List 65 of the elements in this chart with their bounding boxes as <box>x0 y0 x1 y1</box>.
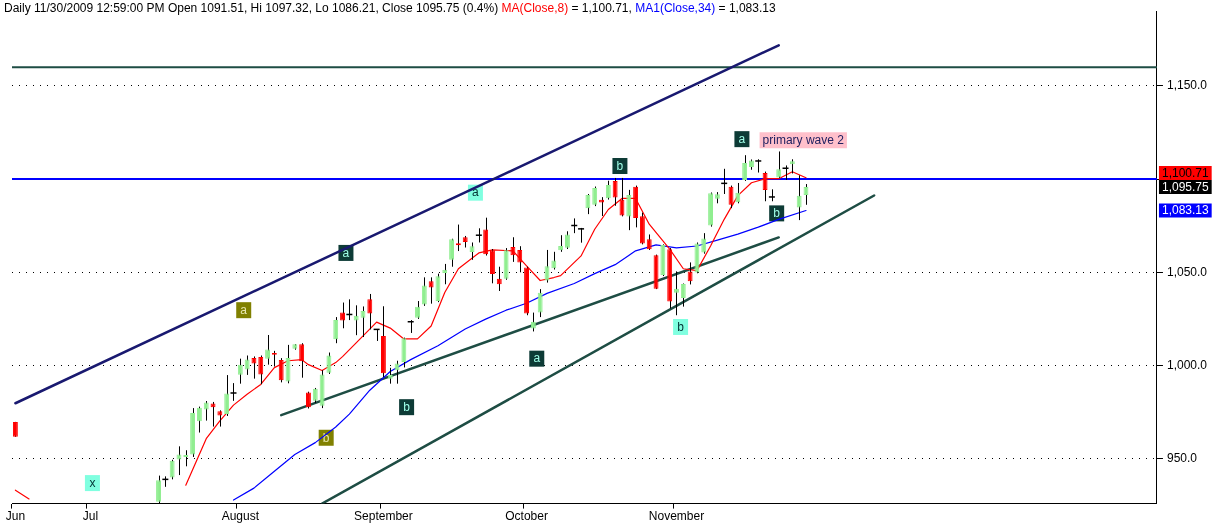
annotation: b <box>403 399 411 414</box>
candlestick <box>674 270 679 316</box>
candlestick <box>278 357 284 383</box>
candlestick <box>605 180 611 201</box>
annotation: x <box>89 475 96 490</box>
candlestick <box>340 302 345 329</box>
candlestick <box>599 196 604 217</box>
annotation: a <box>472 185 480 200</box>
annotation: b <box>773 206 781 221</box>
candlestick <box>449 238 455 268</box>
candlestick <box>517 245 523 273</box>
x-tick-label: Jul <box>82 509 99 524</box>
candlestick <box>496 266 502 292</box>
x-tick-label: September <box>354 509 413 524</box>
x-tick-label: August <box>221 509 260 524</box>
text: MA1(Close,34) <box>635 1 716 15</box>
candlestick <box>537 288 543 318</box>
candlestick <box>196 406 202 434</box>
x-tick-label: November <box>648 509 705 524</box>
annotation: b <box>616 158 624 173</box>
candlestick <box>742 154 748 182</box>
candlestick <box>612 177 618 207</box>
annotation: a <box>342 245 350 260</box>
annotation: b <box>322 430 330 445</box>
candlestick <box>428 276 434 305</box>
candlestick <box>299 342 305 379</box>
candlestick <box>251 355 257 380</box>
candlestick <box>483 217 489 257</box>
candlestick <box>735 182 741 204</box>
y-tick-label: 1,050.0 <box>1166 264 1208 279</box>
candlestick <box>510 236 516 263</box>
candlestick <box>585 193 591 215</box>
candlestick <box>326 352 332 375</box>
text: 1,100.71 <box>1161 165 1209 180</box>
annotation: = 1,083.13 <box>717 1 776 15</box>
candlestick <box>401 337 407 368</box>
candlestick <box>776 150 782 179</box>
candlestick <box>333 316 339 344</box>
annotation: a <box>240 303 248 317</box>
text: 1,095.75 <box>1161 179 1209 194</box>
chart-title: Daily 11/30/2009 12:59:00 PM Open 1091.51, Hi 1097.32, Lo 1086.21, Close 1095.75 (0.4%) <box>4 1 500 15</box>
text: 1,083.13 <box>1161 203 1209 218</box>
candlestick <box>626 189 632 231</box>
candlestick <box>421 276 427 307</box>
candlestick <box>265 334 271 366</box>
y-tick-label: 950.0 <box>1166 451 1198 466</box>
annotation: a <box>533 351 541 366</box>
candlestick <box>156 475 161 504</box>
annotation: = 1,100.71, <box>570 1 633 15</box>
candlestick <box>210 401 216 428</box>
y-tick-label: 1,150.0 <box>1166 78 1208 93</box>
candlestick <box>701 232 707 255</box>
annotation: b <box>677 319 685 334</box>
candlestick <box>687 261 693 285</box>
y-tick-label: 1,000.0 <box>1166 357 1208 372</box>
candlestick <box>367 293 373 330</box>
candlestick <box>224 374 230 417</box>
text: MA(Close,8) <box>501 1 569 15</box>
candlestick <box>169 459 175 480</box>
x-tick-label: October <box>505 509 548 524</box>
x-tick-label: Jun <box>5 509 26 524</box>
annotation: primary wave 2 <box>762 133 845 148</box>
annotation: a <box>738 131 746 146</box>
candlestick <box>592 186 598 207</box>
candlestick <box>796 174 802 221</box>
